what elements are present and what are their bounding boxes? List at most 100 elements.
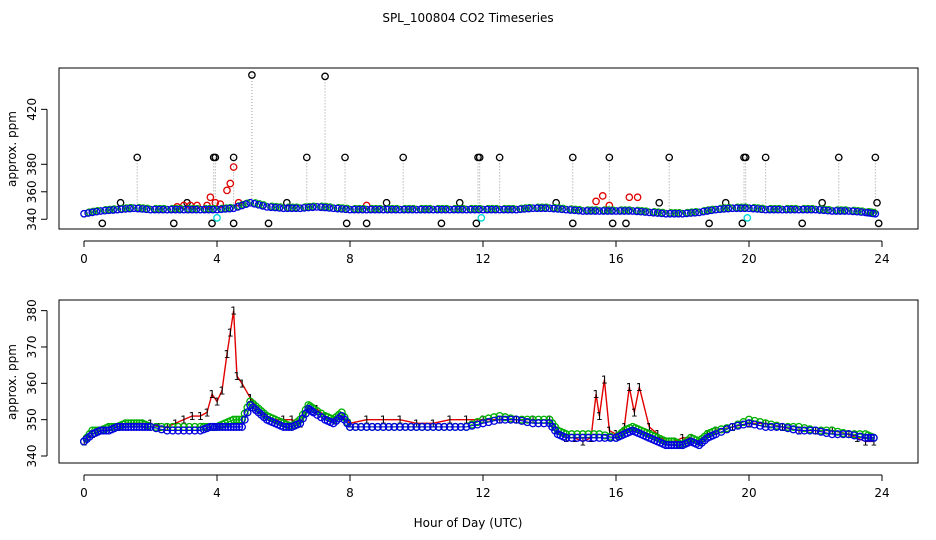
bottom-red-point: 1 — [209, 388, 216, 401]
top-blue-point — [304, 203, 313, 212]
x-tick-label: 24 — [874, 252, 889, 266]
top-blue-point — [271, 203, 280, 212]
bottom-blue-point — [501, 415, 510, 424]
bottom-red-point: 1 — [396, 414, 403, 427]
bottom-red-point: 1 — [230, 305, 237, 318]
x-tick-label: 20 — [741, 252, 756, 266]
bottom-green-point — [157, 422, 166, 431]
bottom-red-point: 1 — [197, 410, 204, 423]
bottom-blue-point — [606, 433, 615, 442]
x-tick-label: 4 — [213, 486, 221, 500]
top-black-low-point — [798, 219, 807, 228]
bottom-blue-point — [467, 421, 476, 430]
x-tick-label: 12 — [475, 252, 490, 266]
top-green-point — [301, 203, 309, 211]
top-blue-point — [92, 207, 101, 216]
top-blue-point — [317, 203, 325, 212]
bottom-blue-point — [138, 422, 147, 431]
bottom-blue-point — [664, 441, 673, 450]
top-blue-point — [632, 207, 641, 216]
top-red-point — [592, 197, 600, 206]
top-droplines — [136, 75, 876, 213]
bottom-green-point — [789, 422, 798, 431]
top-black-low-point — [229, 219, 238, 228]
bottom-blue-point — [235, 422, 244, 431]
bottom-blue-point — [761, 422, 770, 431]
top-green-point — [122, 204, 131, 212]
top-blue-point — [138, 205, 147, 213]
top-blue-point — [321, 203, 329, 212]
top-blue-point — [691, 208, 699, 217]
bottom-blue-point — [307, 407, 316, 416]
top-blue-point — [803, 205, 812, 214]
top-black-point — [665, 153, 674, 162]
top-blue-point — [154, 205, 163, 214]
top-green-point — [708, 205, 717, 214]
top-green-point — [326, 203, 334, 211]
top-blue-point — [479, 205, 487, 214]
bottom-blue-point — [855, 432, 864, 441]
top-black-point — [399, 153, 408, 162]
top-blue-point — [358, 205, 367, 214]
top-blue-point — [799, 205, 807, 214]
y-tick-label: 360 — [25, 180, 39, 203]
bottom-red-point: 1 — [218, 385, 225, 398]
x-tick-label: 16 — [608, 252, 623, 266]
top-blue-point — [720, 205, 728, 213]
bottom-blue-point — [869, 433, 878, 442]
bottom-blue-point — [185, 426, 194, 435]
bottom-blue-point — [96, 426, 105, 435]
top-green-point — [625, 206, 634, 214]
top-green-point — [93, 206, 102, 215]
top-blue-point — [824, 206, 832, 215]
bottom-red-point: 1 — [579, 435, 586, 448]
bottom-red-point: 1 — [446, 414, 453, 427]
top-blue-point — [491, 205, 500, 214]
bottom-blue-point — [864, 433, 873, 442]
top-blue-point — [853, 207, 861, 216]
top-blue-point — [512, 205, 521, 214]
top-blue-point — [458, 205, 467, 214]
bottom-blue-point — [739, 420, 748, 429]
top-blue-point — [196, 205, 205, 214]
x-tick-label: 0 — [80, 486, 88, 500]
top-blue-point — [732, 204, 741, 213]
top-green-point — [442, 204, 451, 213]
top-blue-point — [213, 205, 221, 214]
top-black-point — [834, 153, 843, 162]
top-blue-point — [221, 205, 230, 213]
top-green-point — [127, 203, 135, 212]
bottom-blue-point — [800, 426, 809, 435]
bottom-blue-point — [423, 422, 432, 431]
top-blue-point — [441, 205, 450, 214]
top-green-point — [459, 204, 467, 213]
top-black-low-point — [342, 219, 351, 228]
top-blue-point — [641, 208, 649, 216]
top-black-low-point — [98, 219, 107, 228]
bottom-green-point — [855, 430, 864, 439]
top-blue-point — [163, 205, 171, 214]
bottom-blue-point — [861, 433, 870, 442]
top-blue-point — [553, 205, 562, 213]
bottom-blue-point — [232, 422, 241, 431]
top-blue-point — [678, 209, 687, 218]
y-tick-label: 420 — [25, 98, 39, 121]
bottom-red-point: 1 — [214, 395, 221, 408]
top-blue-point — [466, 205, 475, 214]
bottom-blue-point — [822, 428, 831, 438]
top-blue-point — [437, 205, 446, 214]
top-blue-point — [753, 205, 762, 213]
bottom-blue-point — [866, 433, 875, 442]
bottom-blue-point — [143, 422, 152, 431]
bottom-blue-point — [672, 441, 682, 450]
top-green-point — [222, 204, 231, 212]
bottom-blue-point — [675, 441, 684, 450]
top-green-point — [509, 204, 517, 213]
top-blue-point — [711, 205, 720, 214]
bottom-blue-point — [373, 422, 382, 431]
bottom-red-point: 1 — [288, 414, 295, 427]
top-cyan-point — [477, 214, 486, 222]
bottom-blue-point — [124, 422, 133, 431]
bottom-blue-point — [670, 441, 679, 450]
bottom-blue-point — [728, 422, 737, 431]
